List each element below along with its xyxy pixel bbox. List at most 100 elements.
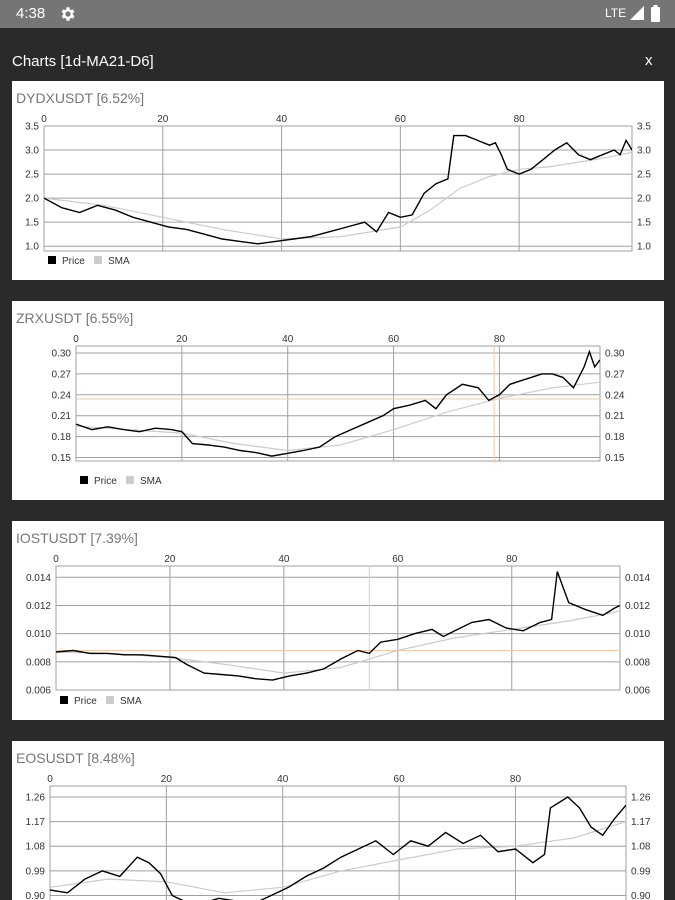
x-tick-label: 0: [47, 774, 53, 785]
y-tick-label-left: 0.18: [52, 432, 72, 443]
x-tick-label: 40: [282, 334, 294, 345]
legend-sma-swatch: [126, 476, 134, 484]
x-tick-label: 20: [164, 554, 176, 565]
price-chart[interactable]: 0 20 40 60 80 3.5 3.5 3.0 3.0 2.5 2.5 2.0 2.0 1.5 1.5 1…: [12, 81, 664, 280]
chart-card-zrxusdt[interactable]: ZRXUSDT [6.55%] 0 20 40 60 80 0.30 0.30 0.27 0.2…: [12, 301, 664, 500]
x-tick-label: 0: [41, 114, 47, 125]
legend-sma-label: SMA: [120, 696, 142, 707]
plot-frame: [75, 345, 601, 462]
legend-sma-label: SMA: [108, 256, 130, 267]
chart-card-iostusdt[interactable]: IOSTUSDT [7.39%] 0 20 40 60 80 0.014 0.014 0.01…: [12, 521, 664, 720]
y-tick-label-left: 0.008: [26, 657, 51, 668]
x-tick-label: 80: [510, 774, 522, 785]
y-tick-label-right: 2.0: [637, 194, 651, 205]
legend-price-swatch: [48, 256, 56, 264]
price-chart[interactable]: 0 20 40 60 80 1.26 1.26 1.17 1.17 1.08 1.08 0.99 0.9…: [12, 741, 664, 900]
y-tick-label-right: 1.17: [631, 817, 651, 828]
y-tick-label-right: 0.006: [625, 686, 650, 697]
price-chart[interactable]: 0 20 40 60 80 0.30 0.30 0.27 0.27 0.24 0.24 0.21 0.2…: [12, 301, 664, 500]
y-tick-label-left: 0.014: [26, 573, 51, 584]
y-tick-label-right: 0.27: [605, 369, 625, 380]
y-tick-label-right: 1.26: [631, 792, 651, 803]
chart-title: DYDXUSDT [6.52%]: [16, 90, 145, 106]
price-line: [44, 134, 632, 245]
y-tick-label-left: 0.012: [26, 601, 51, 612]
battery-icon: [651, 5, 660, 22]
sma-line: [76, 381, 600, 452]
y-tick-label-right: 0.90: [631, 891, 651, 900]
legend-sma-swatch: [106, 696, 114, 704]
y-tick-label-left: 0.21: [52, 411, 72, 422]
y-tick-label-left: 3.5: [25, 122, 39, 133]
y-tick-label-left: 1.17: [26, 817, 46, 828]
status-time: 4:38: [16, 5, 46, 22]
y-tick-label-left: 0.010: [26, 629, 51, 640]
y-tick-label-right: 0.008: [625, 657, 650, 668]
y-tick-label-right: 0.24: [605, 390, 625, 401]
x-tick-label: 0: [73, 334, 79, 345]
x-tick-label: 60: [395, 114, 407, 125]
chart-title: IOSTUSDT [7.39%]: [16, 530, 138, 546]
plot-frame: [43, 125, 633, 252]
y-tick-label-right: 3.5: [637, 122, 651, 133]
y-tick-label-right: 0.010: [625, 629, 650, 640]
x-tick-label: 60: [394, 774, 406, 785]
y-tick-label-right: 0.30: [605, 348, 625, 359]
network-type: LTE: [605, 6, 627, 20]
y-tick-label-left: 1.5: [25, 218, 39, 229]
legend-price-swatch: [60, 696, 68, 704]
x-tick-label: 80: [506, 554, 518, 565]
x-tick-label: 60: [392, 554, 404, 565]
legend-price-label: Price: [74, 696, 97, 707]
legend-sma-swatch: [94, 256, 102, 264]
y-tick-label-right: 1.08: [631, 842, 651, 853]
y-tick-label-left: 3.0: [25, 146, 39, 157]
chart-card-eosusdt[interactable]: EOSUSDT [8.48%] 0 20 40 60 80 1.26 1.26 1.17 1.1…: [12, 741, 664, 900]
price-line: [56, 571, 620, 681]
x-tick-label: 80: [514, 114, 526, 125]
y-tick-label-right: 3.0: [637, 146, 651, 157]
x-tick-label: 40: [278, 554, 290, 565]
price-chart[interactable]: 0 20 40 60 80 0.014 0.014 0.012 0.012 0.010 0.010 0…: [12, 521, 664, 720]
sma-line: [50, 821, 626, 894]
y-tick-label-left: 0.90: [26, 891, 46, 900]
y-tick-label-left: 2.0: [25, 194, 39, 205]
legend-price-label: Price: [94, 476, 117, 487]
y-tick-label-left: 0.27: [52, 369, 72, 380]
price-line: [50, 796, 626, 900]
y-tick-label-right: 0.014: [625, 573, 650, 584]
chart-title: EOSUSDT [8.48%]: [16, 750, 135, 766]
y-tick-label-right: 0.21: [605, 411, 625, 422]
x-tick-label: 20: [176, 334, 188, 345]
y-tick-label-left: 0.006: [26, 686, 51, 697]
x-tick-label: 20: [157, 114, 169, 125]
y-tick-label-right: 0.99: [631, 866, 651, 877]
x-tick-label: 0: [53, 554, 59, 565]
settings-gear-icon: [61, 7, 75, 21]
plot-frame: [55, 565, 621, 691]
y-tick-label-left: 1.26: [26, 792, 46, 803]
y-tick-label-right: 0.15: [605, 453, 625, 464]
x-tick-label: 20: [161, 774, 173, 785]
legend-price-label: Price: [62, 256, 85, 267]
y-tick-label-left: 1.0: [25, 242, 39, 253]
y-tick-label-left: 2.5: [25, 170, 39, 181]
y-tick-label-right: 0.012: [625, 601, 650, 612]
y-tick-label-right: 1.5: [637, 218, 651, 229]
legend-price-swatch: [80, 476, 88, 484]
y-tick-label-right: 0.18: [605, 432, 625, 443]
y-tick-label-left: 1.08: [26, 842, 46, 853]
legend-sma-label: SMA: [140, 476, 162, 487]
x-tick-label: 40: [276, 114, 288, 125]
close-button[interactable]: x: [645, 52, 653, 69]
chart-title: ZRXUSDT [6.55%]: [16, 310, 134, 326]
sma-line: [56, 610, 620, 674]
dialog-header: Charts [1d-MA21-D6] x: [0, 28, 675, 80]
chart-card-dydxusdt[interactable]: DYDXUSDT [6.52%] 0 20 40 60 80 3.5 3.5 3.0 3.0 2.…: [12, 81, 664, 280]
status-bar: 4:38 LTE: [0, 0, 675, 28]
y-tick-label-left: 0.30: [52, 348, 72, 359]
sma-line: [44, 151, 632, 240]
y-tick-label-left: 0.99: [26, 866, 46, 877]
x-tick-label: 80: [494, 334, 506, 345]
y-tick-label-left: 0.15: [52, 453, 72, 464]
